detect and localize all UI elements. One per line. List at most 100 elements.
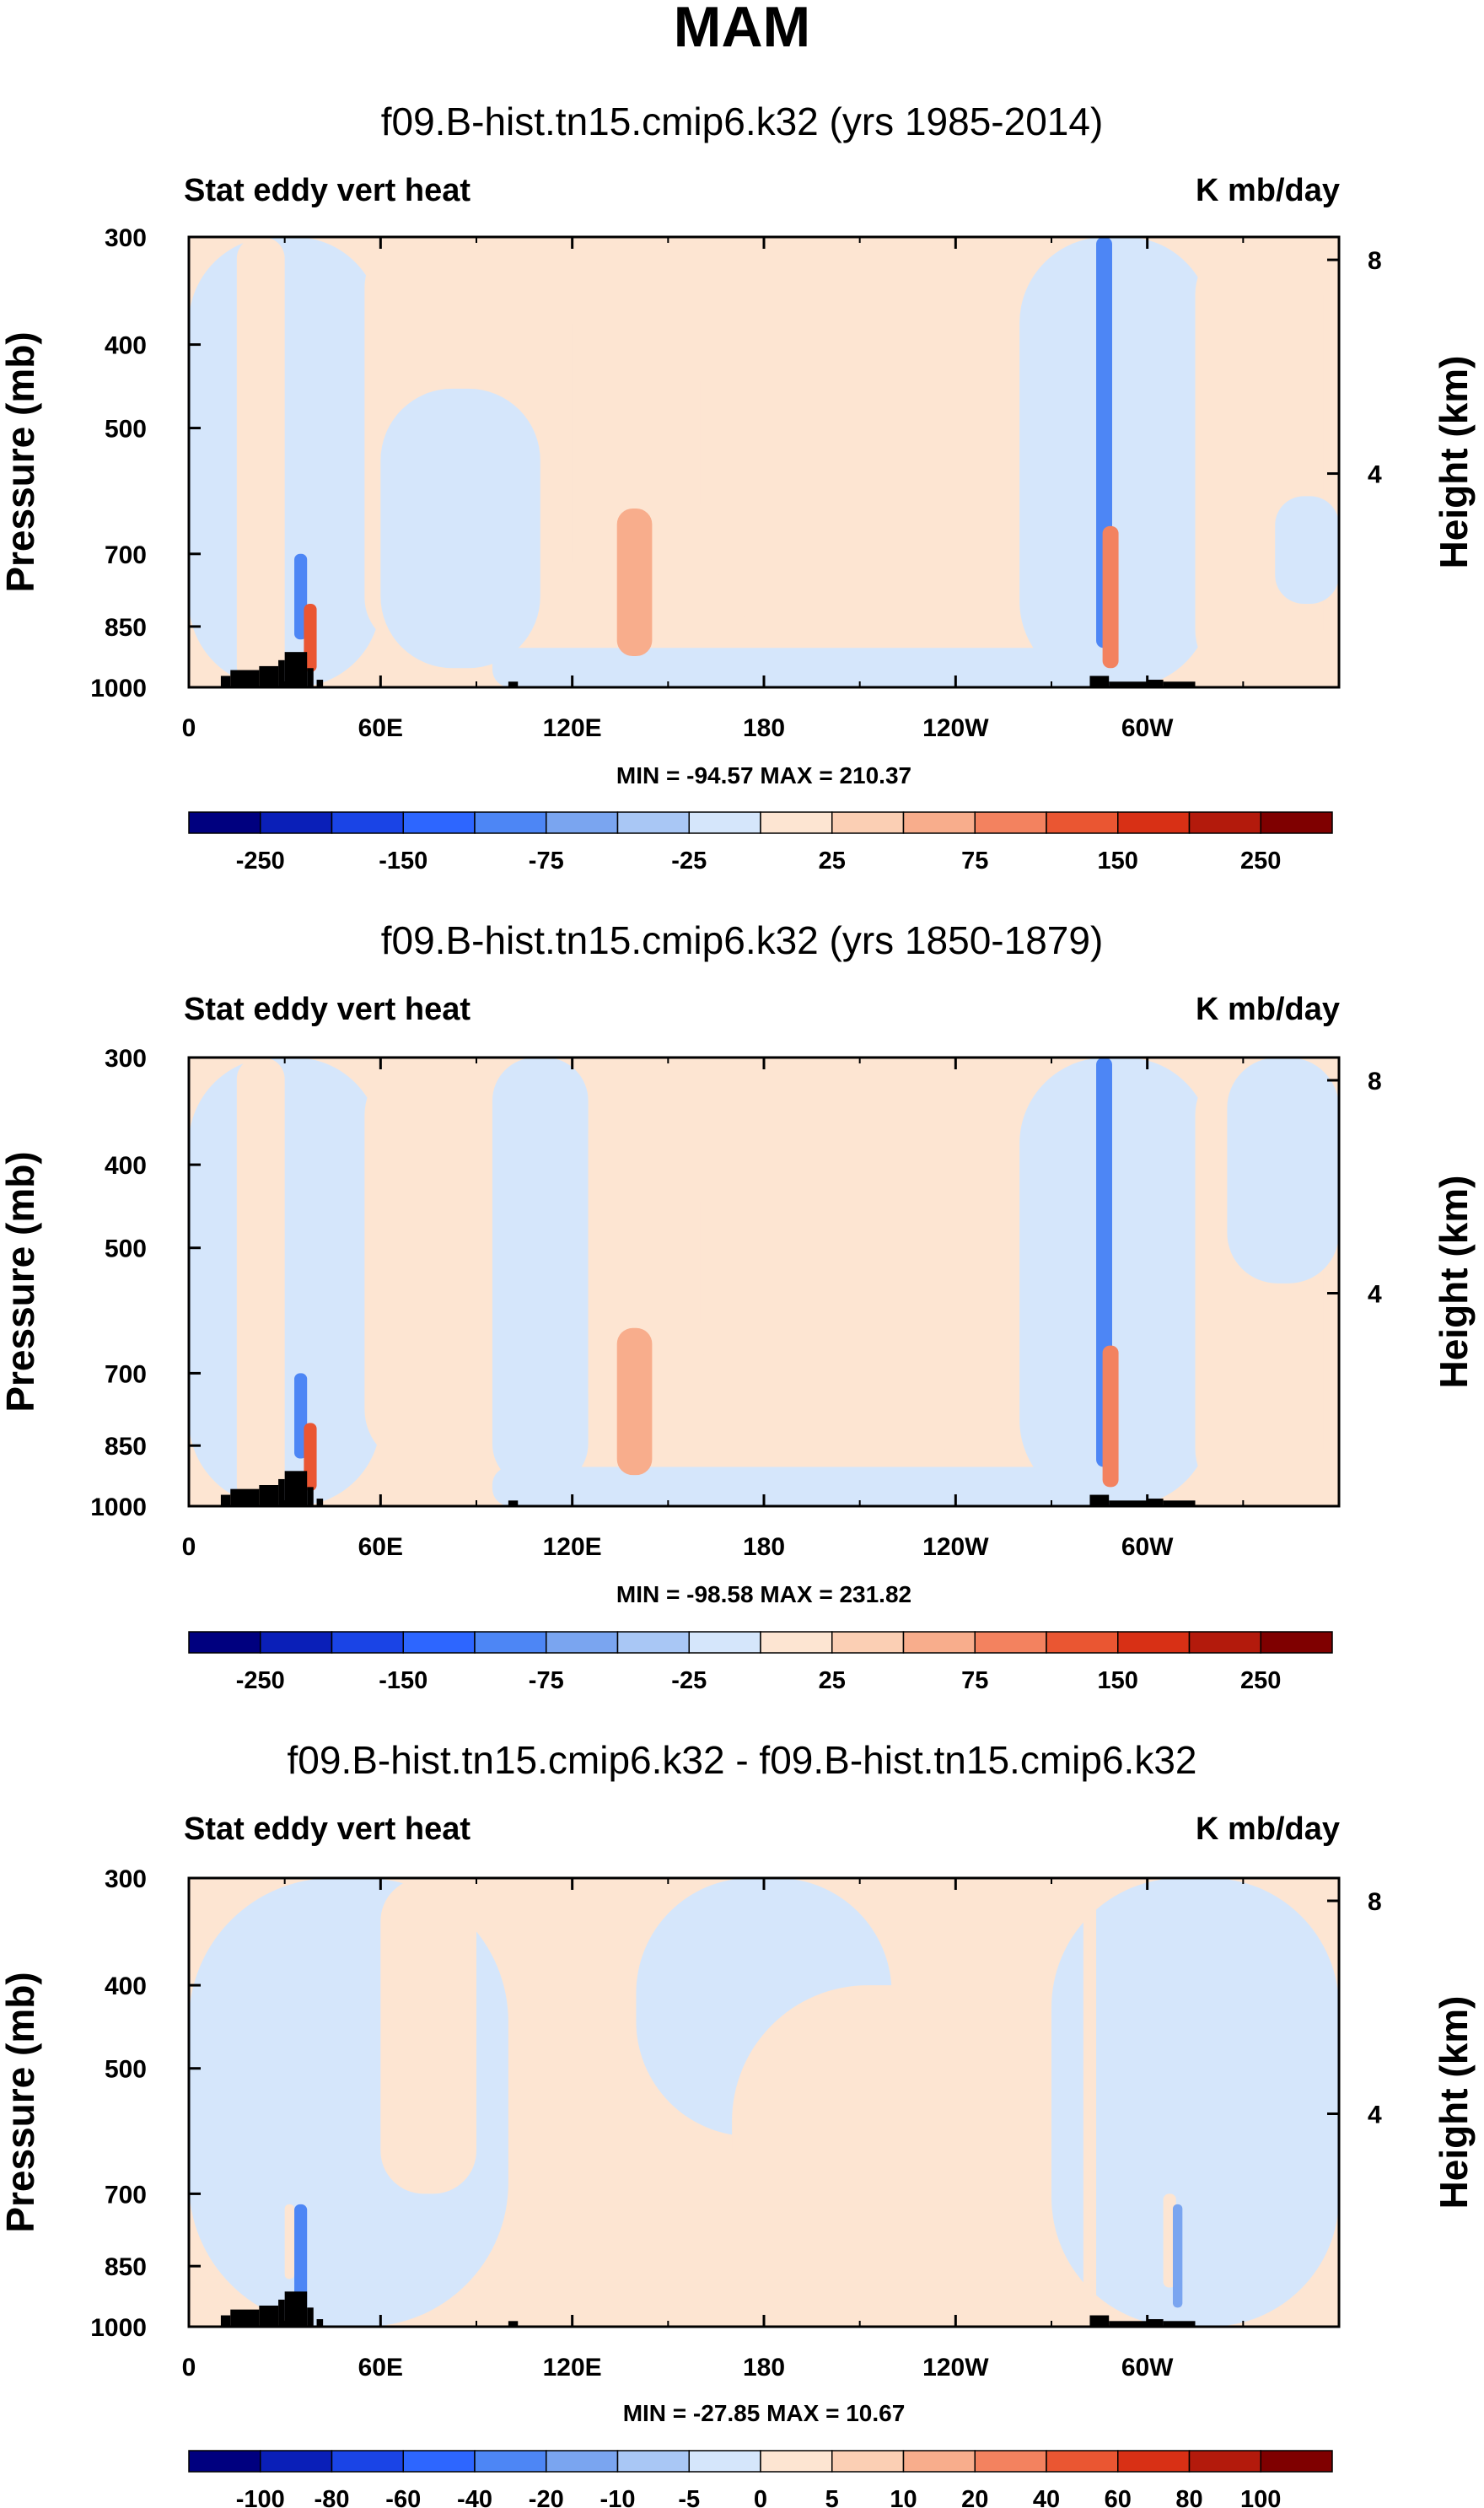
topography-mask <box>220 1494 231 1506</box>
contour-region-pos <box>1102 1345 1119 1488</box>
topography-mask <box>1089 1494 1110 1506</box>
colorbar-swatch <box>402 1631 476 1654</box>
colorbar-swatch <box>474 811 547 834</box>
colorbar-swatch <box>760 2450 833 2473</box>
colorbar-swatch <box>260 1631 333 1654</box>
colorbar-swatch <box>1046 2450 1119 2473</box>
topography-mask <box>1163 1500 1196 1506</box>
contour-region-pos <box>1083 1878 1097 2327</box>
colorbar-label: 75 <box>961 848 988 875</box>
colorbar-swatch <box>1117 2450 1191 2473</box>
x-tick-label: 60W <box>1121 714 1174 742</box>
panel-title: f09.B-hist.tn15.cmip6.k32 - f09.B-hist.t… <box>288 1738 1197 1782</box>
topography-mask <box>1163 681 1196 687</box>
colorbar-swatch <box>1260 2450 1333 2473</box>
y-axis-title: Pressure (mb) <box>0 1151 42 1412</box>
topography-mask <box>1109 1500 1148 1506</box>
colorbar-swatch <box>188 811 261 834</box>
y-right-tick-label: 8 <box>1368 1068 1382 1095</box>
contour-region-neg <box>1172 2204 1183 2308</box>
panel-title: f09.B-hist.tn15.cmip6.k32 (yrs 1985-2014… <box>381 100 1104 143</box>
colorbar: -250 -150 -75 -25 25 75 150 250 <box>188 811 1333 875</box>
panel-title: f09.B-hist.tn15.cmip6.k32 (yrs 1850-1879… <box>381 918 1104 962</box>
x-tick-label: 180 <box>743 714 785 742</box>
contour-region-pos <box>284 2204 295 2279</box>
contour-region-neg <box>492 1467 1116 1506</box>
topography-mask <box>307 2307 314 2327</box>
colorbar-swatch <box>974 2450 1047 2473</box>
colorbar-label: -40 <box>457 2486 492 2508</box>
contour-region-neg <box>492 648 1116 687</box>
y-tick-label: 500 <box>105 2056 147 2084</box>
x-tick-label: 60W <box>1121 1533 1174 1561</box>
x-tick-label: 180 <box>743 1533 785 1561</box>
y-tick-label: 700 <box>105 541 147 569</box>
colorbar-label: 250 <box>1240 1667 1281 1694</box>
colorbar: -250 -150 -75 -25 25 75 150 250 <box>188 1631 1333 1694</box>
topography-mask <box>1109 2321 1148 2327</box>
colorbar-label: -25 <box>671 848 707 875</box>
colorbar-label: -5 <box>678 2486 700 2508</box>
topography-mask <box>230 2309 260 2327</box>
y-right-tick-label: 8 <box>1368 1888 1382 1916</box>
colorbar-label: -75 <box>529 848 564 875</box>
variable-label: Stat eddy vert heat <box>184 992 470 1027</box>
units-label: K mb/day <box>1196 173 1340 208</box>
colorbar-swatch <box>474 2450 547 2473</box>
colorbar: -100 -80 -60 -40 -20 -10 -5 0 5 10 20 40 60 80 100 <box>188 2450 1333 2508</box>
colorbar-label: 0 <box>754 2486 767 2508</box>
contour-region-pos <box>732 1985 1051 2288</box>
colorbar-swatch <box>546 1631 619 1654</box>
topography-mask <box>259 665 279 687</box>
colorbar-label: 20 <box>961 2486 988 2508</box>
colorbar-swatch <box>188 2450 261 2473</box>
variable-label: Stat eddy vert heat <box>184 173 470 208</box>
variable-label: Stat eddy vert heat <box>184 1811 470 1847</box>
x-tick-label: 60W <box>1121 2354 1174 2382</box>
colorbar-label: -10 <box>600 2486 636 2508</box>
x-tick-label: 0 <box>182 714 196 742</box>
topography-mask <box>259 2306 279 2327</box>
x-tick-label: 120E <box>543 1533 602 1561</box>
units-label: K mb/day <box>1196 992 1340 1027</box>
contour-region-neg <box>492 1058 589 1488</box>
contour-region-pos <box>700 1058 1020 1467</box>
x-tick-label: 180 <box>743 2354 785 2382</box>
topography-mask <box>220 2315 231 2327</box>
topography-mask <box>259 1485 279 1506</box>
y-right-tick-label: 4 <box>1368 1281 1382 1309</box>
topography-mask <box>278 2299 285 2327</box>
contour-region-neg <box>1051 1878 1339 2327</box>
topography-mask <box>284 2291 308 2327</box>
colorbar-swatch <box>831 811 905 834</box>
colorbar-label: -150 <box>379 1667 427 1694</box>
contour-region-pos <box>616 508 653 657</box>
colorbar-label: -20 <box>529 2486 564 2508</box>
colorbar-label: 40 <box>1033 2486 1060 2508</box>
colorbar-swatch <box>188 1631 261 1654</box>
figure-title: MAM <box>674 0 810 59</box>
plot-area: 0 60E 120E 180 120W 60W 300 400 500 700 850 1000 8 4 <box>90 1865 1382 2382</box>
colorbar-label: -250 <box>236 1667 285 1694</box>
contour-region-pos <box>236 1058 285 1506</box>
colorbar-swatch <box>688 1631 761 1654</box>
colorbar-label: 5 <box>825 2486 839 2508</box>
colorbar-label: 100 <box>1240 2486 1281 2508</box>
units-label: K mb/day <box>1196 1811 1340 1847</box>
topography-mask <box>508 2321 519 2327</box>
colorbar-label: 150 <box>1098 848 1138 875</box>
topography-mask <box>316 680 324 687</box>
topography-mask <box>284 652 308 687</box>
colorbar-label: -25 <box>671 1667 707 1694</box>
y-tick-label: 300 <box>105 1045 147 1073</box>
topography-mask <box>230 670 260 687</box>
topography-mask <box>1163 2321 1196 2327</box>
contour-region-pos <box>700 237 1020 649</box>
contour-region-neg <box>294 2204 308 2312</box>
colorbar-swatch <box>474 1631 547 1654</box>
x-tick-label: 120W <box>922 714 989 742</box>
colorbar-swatch <box>331 811 404 834</box>
topography-mask <box>1147 2319 1164 2327</box>
colorbar-swatch <box>688 2450 761 2473</box>
